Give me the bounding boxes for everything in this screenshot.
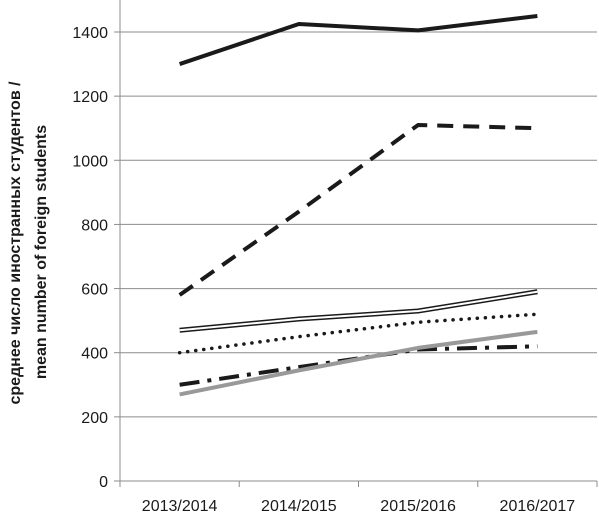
series-5-line <box>180 346 538 384</box>
y-axis-title-line-1: среднее число иностранных студентов / <box>7 81 24 405</box>
series-3 <box>180 292 538 331</box>
y-tick-label-600: 600 <box>81 282 108 299</box>
series-1-line <box>180 16 538 64</box>
x-tick-label-2: 2014/2015 <box>261 498 337 515</box>
tick-labels: 0 200 400 600 800 1000 1200 1400 2013/2014 2014/2… <box>72 25 575 515</box>
y-tick-label-200: 200 <box>81 410 108 427</box>
y-tick-label-0: 0 <box>99 474 108 491</box>
x-tick-label-4: 2016/2017 <box>500 498 576 515</box>
y-tick-label-1400: 1400 <box>72 25 108 42</box>
y-axis-title-line-2: mean number of foreign students <box>33 125 50 379</box>
series-2 <box>180 125 538 295</box>
y-axis-title: среднее число иностранных студентов / me… <box>7 81 50 405</box>
series-2-line <box>180 125 538 295</box>
series-6-line <box>180 332 538 395</box>
series-4-line <box>180 314 538 352</box>
x-tick-label-1: 2013/2014 <box>142 498 218 515</box>
axes <box>114 0 597 487</box>
y-tick-label-800: 800 <box>81 217 108 234</box>
series-3-line-inner <box>180 292 538 330</box>
series-4 <box>180 314 538 353</box>
series-1 <box>180 16 538 64</box>
y-tick-label-1000: 1000 <box>72 153 108 170</box>
y-tick-label-400: 400 <box>81 346 108 363</box>
series-lines <box>180 16 538 394</box>
y-tick-label-1200: 1200 <box>72 89 108 106</box>
x-tick-label-3: 2015/2016 <box>380 498 456 515</box>
series-5 <box>180 346 538 385</box>
series-6 <box>180 332 538 395</box>
